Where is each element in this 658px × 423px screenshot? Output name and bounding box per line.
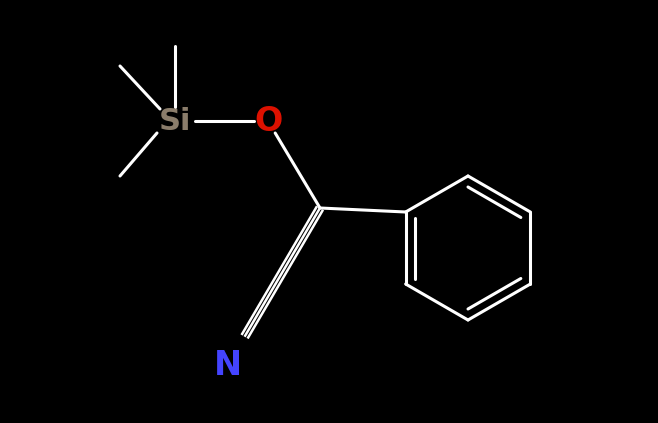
Text: N: N bbox=[214, 349, 242, 382]
Text: O: O bbox=[254, 104, 282, 137]
Text: Si: Si bbox=[159, 107, 191, 135]
